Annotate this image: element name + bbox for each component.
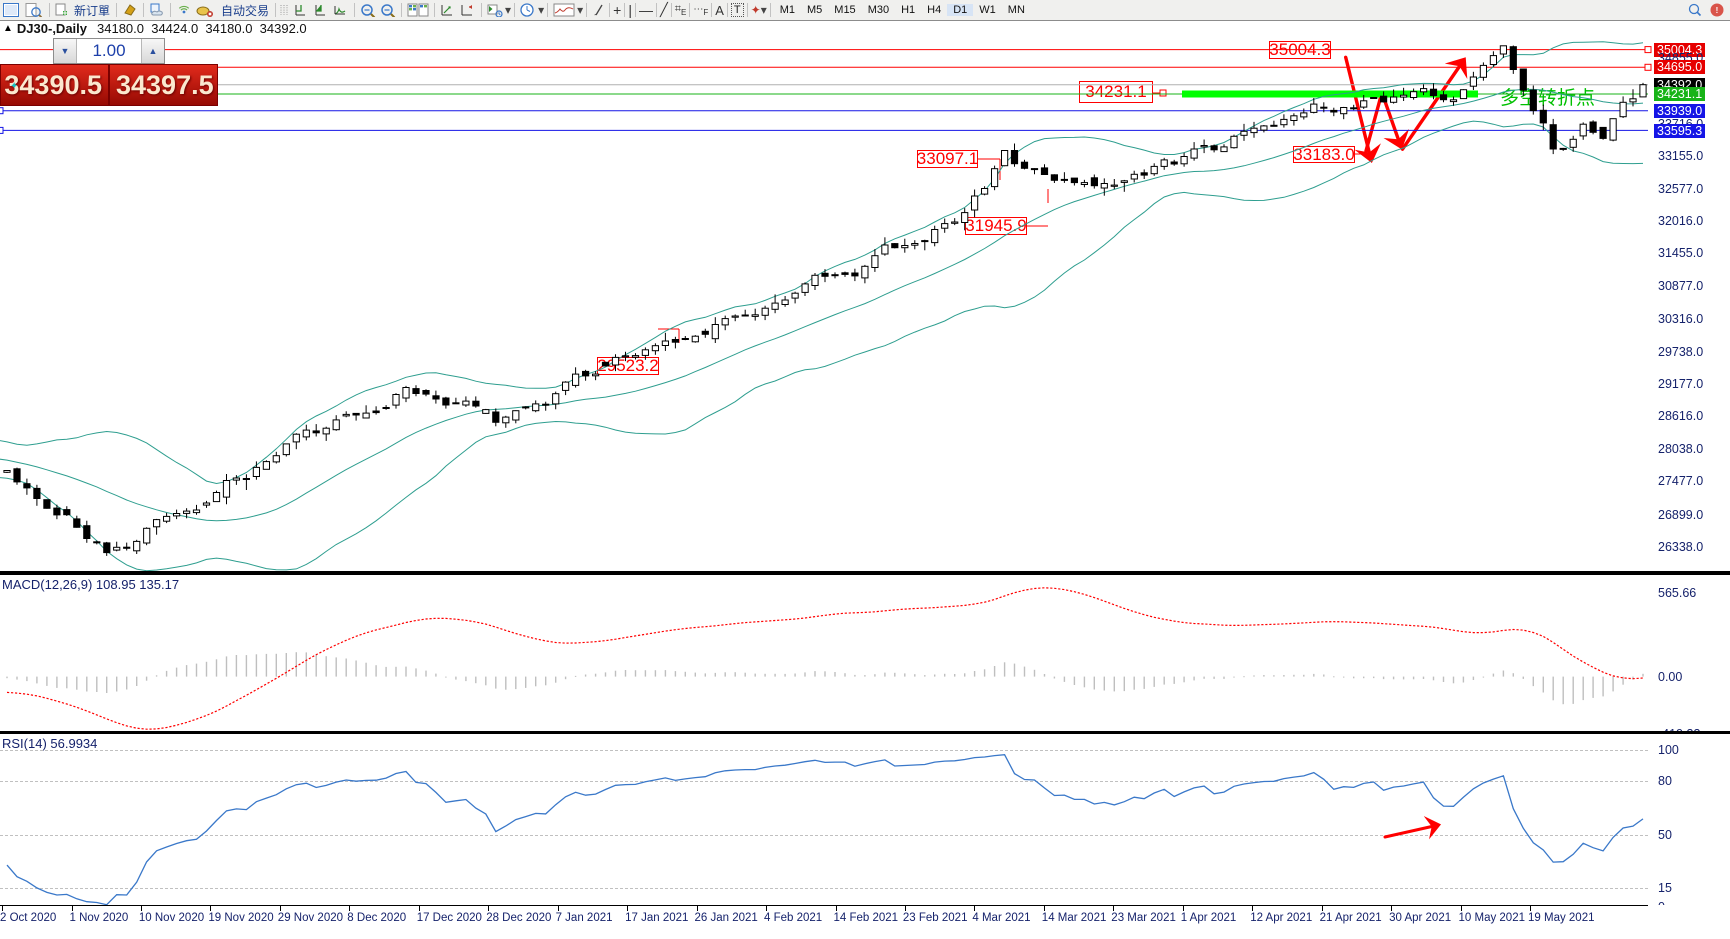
svg-text:!: !: [1716, 6, 1719, 15]
